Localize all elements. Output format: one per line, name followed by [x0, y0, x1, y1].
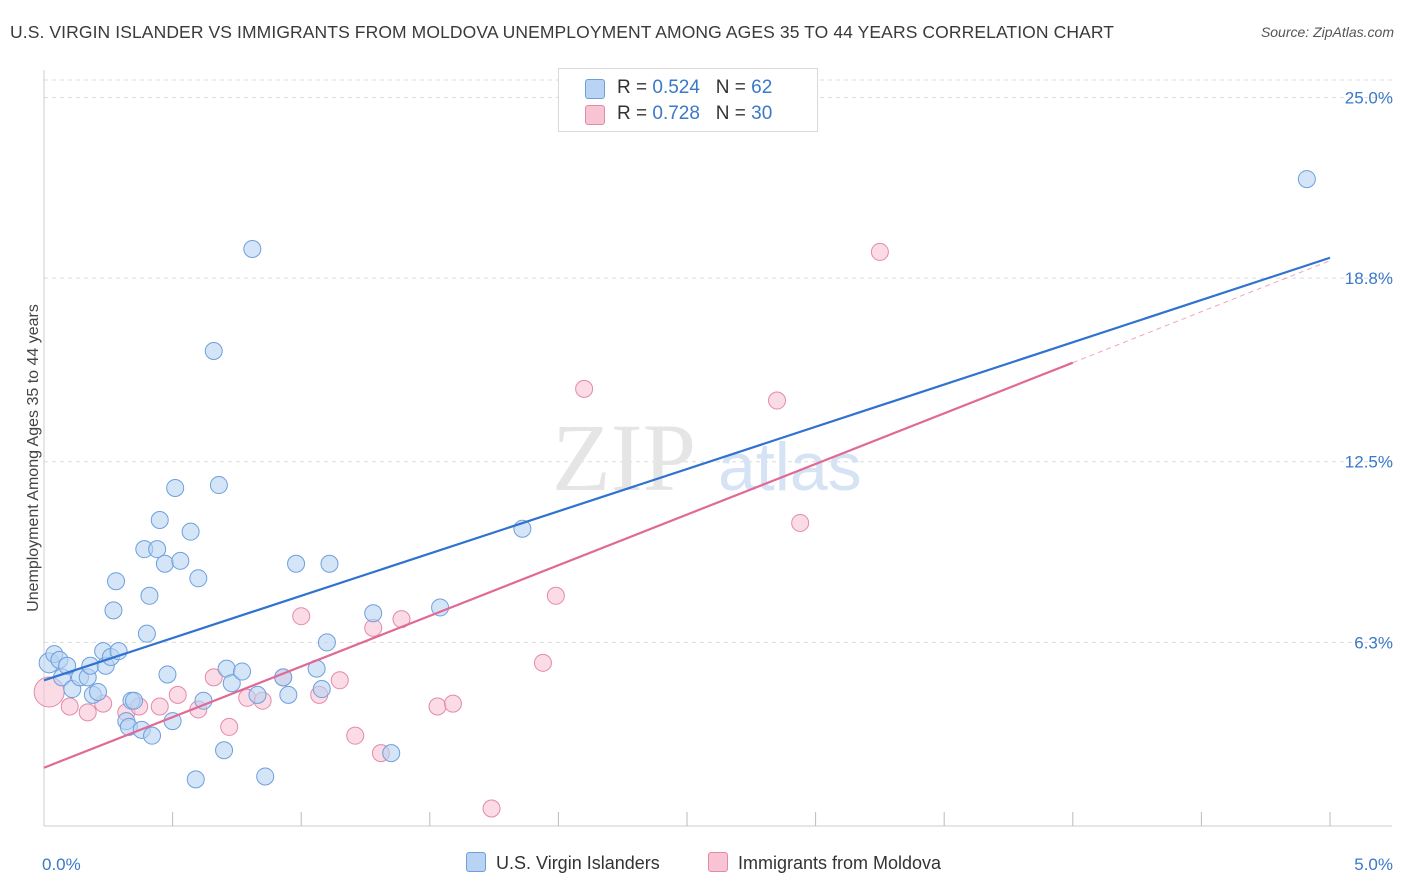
virgin-islanders-point-54: [382, 744, 401, 763]
virgin-islanders-point-23: [137, 624, 156, 643]
virgin-islanders-point-4: [58, 656, 77, 675]
virgin-islanders-point-28: [155, 554, 174, 573]
virgin-islanders-point-48: [287, 554, 306, 573]
moldova-point-17: [346, 726, 365, 745]
moldova-point-9: [204, 668, 223, 687]
legend-swatch-blue: [585, 79, 605, 99]
legend: R = 0.524 N = 62 R = 0.728 N = 30: [558, 68, 818, 132]
chart-title: U.S. VIRGIN ISLANDER VS IMMIGRANTS FROM …: [10, 22, 1115, 42]
virgin-islanders-point-50: [312, 680, 331, 699]
moldova-point-24: [533, 653, 552, 672]
y-tick-label-0: 6.3%: [1354, 633, 1393, 652]
bottom-legend-swatch-blue: [466, 852, 486, 872]
moldova-point-2: [78, 703, 97, 722]
virgin-islanders-point-45: [256, 767, 275, 786]
virgin-islanders-point-34: [186, 770, 205, 789]
moldova-point-21: [428, 697, 447, 716]
y-tick-label-2: 18.8%: [1345, 269, 1393, 288]
moldova-point-27: [768, 391, 787, 410]
legend-text-virgin-islanders: R = 0.524 N = 62: [617, 77, 773, 98]
virgin-islanders-point-42: [233, 662, 252, 681]
bottom-legend-label-virgin-islanders: U.S. Virgin Islanders: [496, 853, 660, 873]
virgin-islanders-point-44: [248, 685, 267, 704]
virgin-islanders-point-14: [104, 601, 123, 620]
virgin-islanders-point-51: [317, 633, 336, 652]
y-axis-label: Unemployment Among Ages 35 to 44 years: [25, 304, 42, 612]
moldova-point-7: [168, 685, 187, 704]
tick-labels: 6.3% 12.5% 18.8% 25.0% 0.0% 5.0%: [42, 88, 1393, 874]
y-tick-label-1: 12.5%: [1345, 453, 1393, 472]
moldova-point-22: [443, 694, 462, 713]
trend-moldova-extension: [1072, 260, 1331, 364]
virgin-islanders-point-15: [107, 572, 126, 591]
bottom-legend-swatch-pink: [708, 852, 728, 872]
virgin-islanders-point-43: [243, 240, 262, 259]
virgin-islanders-point-52: [320, 554, 339, 573]
virgin-islanders-point-27: [150, 511, 169, 530]
virgin-islanders-point-32: [171, 551, 190, 570]
moldova-point-1: [60, 697, 79, 716]
virgin-islanders-point-24: [140, 586, 159, 605]
grid-lines: [44, 79, 1392, 643]
virgin-islanders-point-39: [215, 741, 234, 760]
watermark: ZIP atlas: [552, 404, 862, 511]
moldova-point-26: [575, 379, 594, 398]
virgin-islanders-point-37: [204, 342, 223, 361]
series-virgin-islanders-points: [38, 170, 1316, 789]
moldova-point-25: [546, 586, 565, 605]
trend-moldova: [43, 361, 1074, 769]
series-moldova-points: [33, 242, 889, 818]
moldova-point-28: [791, 513, 810, 532]
virgin-islanders-point-53: [364, 604, 383, 623]
moldova-point-10: [220, 717, 239, 736]
virgin-islanders-point-38: [209, 476, 228, 495]
source-credit: Source: ZipAtlas.com: [1260, 24, 1394, 40]
legend-swatch-pink: [585, 105, 605, 125]
virgin-islanders-point-10: [89, 682, 108, 701]
virgin-islanders-point-41: [222, 674, 241, 693]
trend-lines: [43, 256, 1331, 769]
x-tick-label-0: 0.0%: [42, 855, 81, 874]
moldova-point-23: [482, 799, 501, 818]
y-tick-label-3: 25.0%: [1345, 88, 1393, 107]
bottom-legend-virgin-islanders: U.S. Virgin Islanders: [466, 852, 660, 874]
virgin-islanders-point-29: [158, 665, 177, 684]
legend-text-moldova: R = 0.728 N = 30: [617, 103, 773, 124]
virgin-islanders-point-33: [181, 522, 200, 541]
virgin-islanders-point-20: [125, 691, 144, 710]
moldova-point-14: [292, 607, 311, 626]
virgin-islanders-point-31: [166, 478, 185, 497]
bottom-legend-label-moldova: Immigrants from Moldova: [738, 853, 942, 873]
bottom-legend-moldova: Immigrants from Moldova: [708, 852, 941, 874]
virgin-islanders-point-35: [189, 569, 208, 588]
virgin-islanders-point-26: [148, 540, 167, 559]
x-tick-label-1: 5.0%: [1354, 855, 1393, 874]
moldova-point-16: [330, 671, 349, 690]
watermark-zip: ZIP: [552, 404, 696, 511]
virgin-islanders-point-47: [279, 685, 298, 704]
moldova-point-6: [150, 697, 169, 716]
virgin-islanders-point-57: [1297, 170, 1316, 189]
trend-virgin-islanders: [43, 256, 1331, 682]
virgin-islanders-point-25: [143, 726, 162, 745]
moldova-point-29: [870, 242, 889, 261]
